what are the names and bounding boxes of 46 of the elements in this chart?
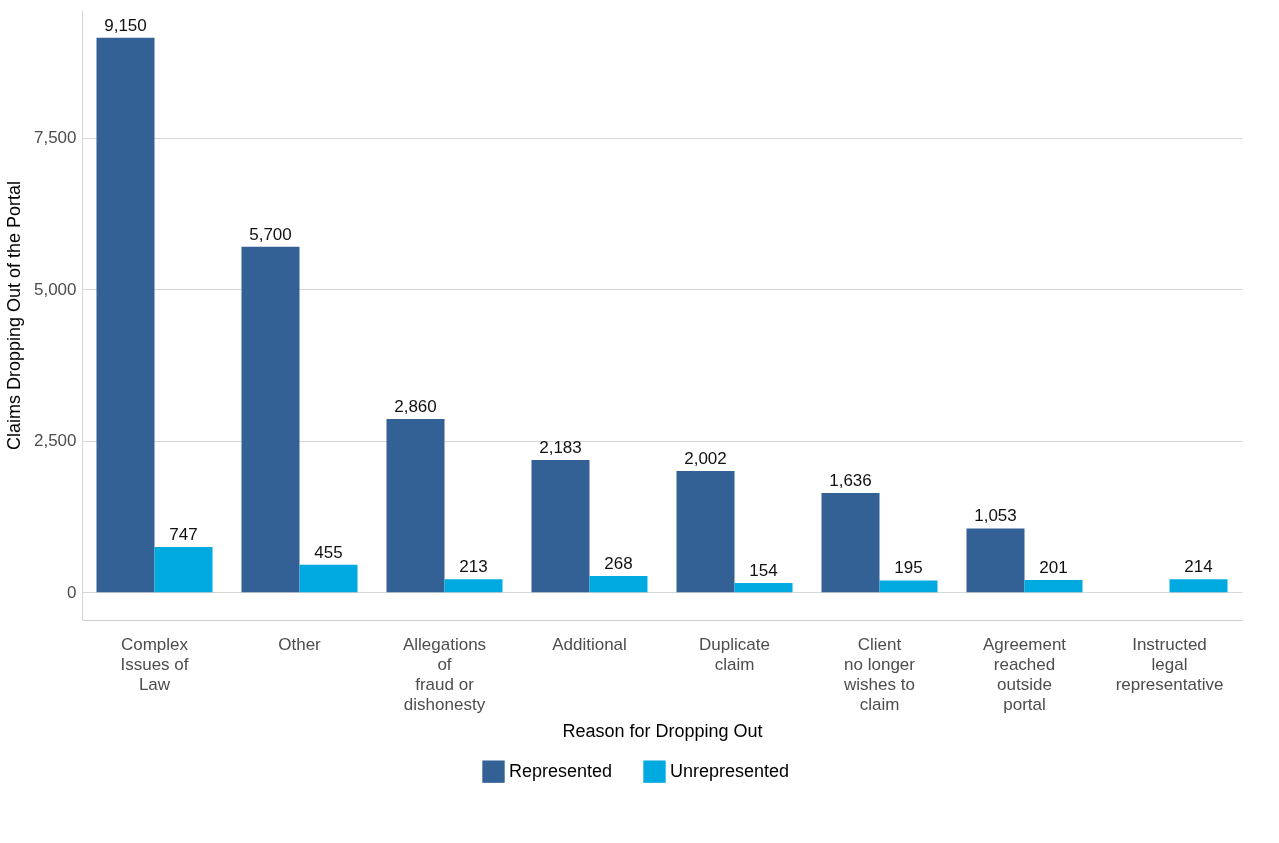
x-axis-title: Reason for Dropping Out — [562, 720, 763, 741]
y-tick-label: 0 — [67, 582, 77, 602]
data-label: 1,636 — [829, 471, 872, 491]
bar — [734, 582, 793, 593]
bar — [879, 580, 938, 593]
bar — [1024, 580, 1083, 593]
x-tick-label: Additional — [552, 634, 627, 654]
x-tick-label: Complex Issues of Law — [120, 634, 189, 694]
data-label: 214 — [1184, 557, 1213, 577]
data-label: 2,860 — [394, 396, 437, 416]
data-label: 213 — [459, 557, 488, 577]
legend-label: Unrepresented — [670, 760, 790, 781]
x-tick-label: Allegations of fraud or dishonesty — [402, 634, 487, 714]
y-tick-label: 7,500 — [33, 128, 77, 148]
x-tick-label: Other — [278, 634, 322, 654]
bar — [444, 579, 503, 593]
legend-label: Represented — [509, 760, 613, 781]
data-label: 455 — [314, 542, 343, 562]
data-label: 201 — [1039, 558, 1068, 578]
data-label: 2,183 — [539, 437, 582, 457]
x-tick-label: Agreement reached outside portal — [982, 634, 1067, 714]
bar — [966, 528, 1025, 593]
bar — [386, 418, 445, 593]
y-axis-title: Claims Dropping Out of the Portal — [3, 180, 24, 451]
y-tick-label: 2,500 — [33, 431, 77, 451]
data-label: 5,700 — [249, 224, 292, 244]
bar — [154, 547, 213, 593]
bar — [241, 246, 300, 593]
data-label: 154 — [749, 560, 778, 580]
data-label: 268 — [604, 554, 633, 574]
data-label: 2,002 — [684, 448, 727, 468]
bar — [1169, 579, 1228, 593]
data-label: 1,053 — [974, 506, 1017, 526]
bar — [821, 493, 880, 593]
x-tick-label: Instructed legal representative — [1115, 634, 1224, 694]
bar — [299, 564, 358, 593]
data-label: 195 — [894, 558, 923, 578]
data-label: 747 — [169, 525, 198, 544]
bar — [676, 470, 735, 593]
x-tick-label: Client no longer wishes to claim — [843, 634, 916, 714]
bar — [589, 576, 648, 593]
bar — [96, 37, 155, 593]
y-tick-label: 5,000 — [33, 279, 77, 299]
bar — [531, 459, 590, 593]
x-tick-label: Duplicate claim — [699, 634, 770, 674]
data-label: 9,150 — [104, 15, 147, 35]
